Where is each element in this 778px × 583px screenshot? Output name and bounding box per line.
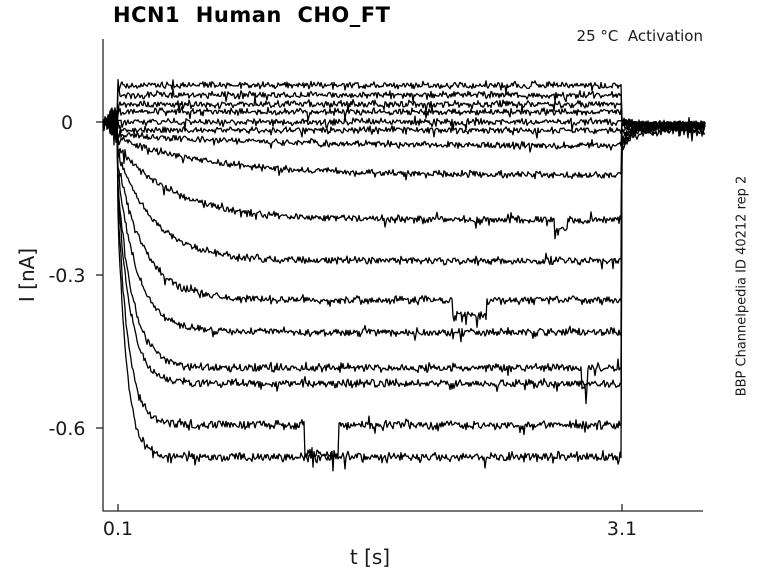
trace-sweep-09 [103,116,706,240]
trace-sweep-12 [102,107,706,343]
trace-layer [102,78,706,472]
trace-sweep-03 [102,95,706,135]
x-axis-label: t [s] [349,545,391,569]
trace-sweep-11 [102,112,706,328]
x-tick-label: 0.1 [103,518,133,540]
trace-sweep-14 [102,113,706,393]
x-tick-label: 3.1 [607,518,637,540]
trace-sweep-06 [102,115,706,139]
y-tick-label: -0.6 [48,418,85,440]
tick-layer: 0.1 3.1 0 -0.3 -0.6 [48,112,637,540]
chart-title: HCN1 Human CHO_FT [113,3,391,27]
trace-sweep-08 [102,111,706,181]
trace-sweep-16 [102,112,706,470]
trace-sweep-05 [102,115,706,140]
trace-sweep-10 [102,108,706,270]
trace-sweep-07 [102,112,706,153]
trace-sweep-04 [102,104,706,143]
trace-sweep-01 [102,78,706,136]
trace-sweep-02 [102,87,706,135]
trace-sweep-15 [102,107,706,472]
y-axis-label: I [nA] [15,247,39,303]
chart-subtitle: 25 °C Activation [576,27,703,45]
y-tick-label: -0.3 [48,265,85,287]
y-tick-label: 0 [61,112,73,134]
watermark-label: BBP Channelpedia ID 40212 rep 2 [734,175,750,397]
trace-sweep-13 [102,110,706,405]
